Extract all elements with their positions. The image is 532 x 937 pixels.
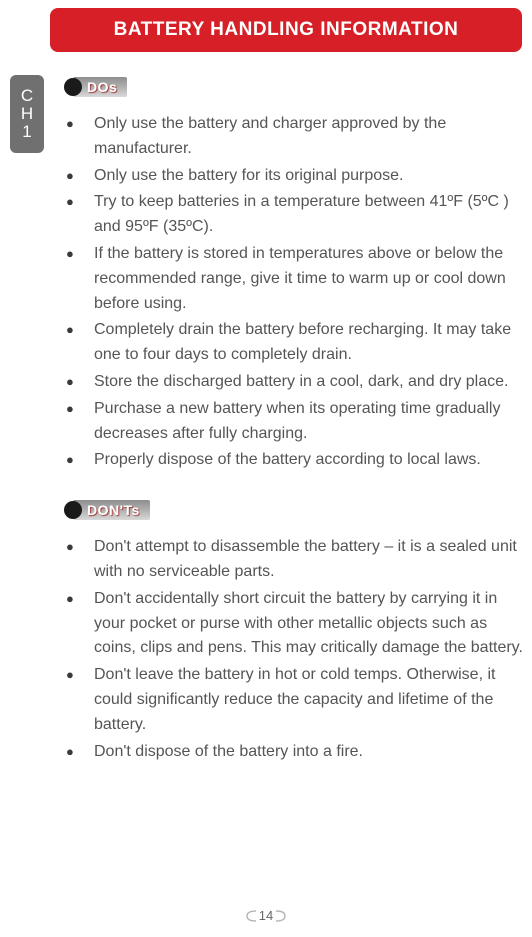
- list-item: Don't leave the battery in hot or cold t…: [64, 663, 524, 737]
- list-item: Don't accidentally short circuit the bat…: [64, 587, 524, 661]
- list-item: Completely drain the battery before rech…: [64, 318, 524, 368]
- page-number-badge: 14: [243, 908, 289, 923]
- list-item: Only use the battery and charger approve…: [64, 112, 524, 162]
- list-item: If the battery is stored in temperatures…: [64, 242, 524, 316]
- chapter-tab: C H 1: [10, 75, 44, 153]
- chapter-tab-line2: H: [21, 105, 33, 123]
- chapter-tab-line1: C: [21, 87, 33, 105]
- list-item: Store the discharged battery in a cool, …: [64, 370, 524, 395]
- page-header: BATTERY HANDLING INFORMATION: [50, 8, 522, 52]
- donts-list: Don't attempt to disassemble the battery…: [64, 535, 524, 764]
- donts-label-text: DON'Ts: [73, 500, 150, 520]
- content-area: DOs Only use the battery and charger app…: [64, 76, 524, 790]
- list-item: Don't dispose of the battery into a fire…: [64, 740, 524, 765]
- list-item: Try to keep batteries in a temperature b…: [64, 190, 524, 240]
- donts-label: DON'Ts: [64, 499, 150, 521]
- chapter-tab-line3: 1: [22, 123, 31, 141]
- bullet-dot-icon: [64, 78, 82, 96]
- list-item: Only use the battery for its original pu…: [64, 164, 524, 189]
- page-title: BATTERY HANDLING INFORMATION: [114, 19, 459, 41]
- list-item: Don't attempt to disassemble the battery…: [64, 535, 524, 585]
- dos-list: Only use the battery and charger approve…: [64, 112, 524, 473]
- page-footer: 14: [0, 908, 532, 923]
- page-ornament-left-icon: [243, 909, 257, 923]
- list-item: Purchase a new battery when its operatin…: [64, 397, 524, 447]
- list-item: Properly dispose of the battery accordin…: [64, 448, 524, 473]
- dos-label: DOs: [64, 76, 127, 98]
- page-ornament-right-icon: [275, 909, 289, 923]
- page-number: 14: [259, 908, 273, 923]
